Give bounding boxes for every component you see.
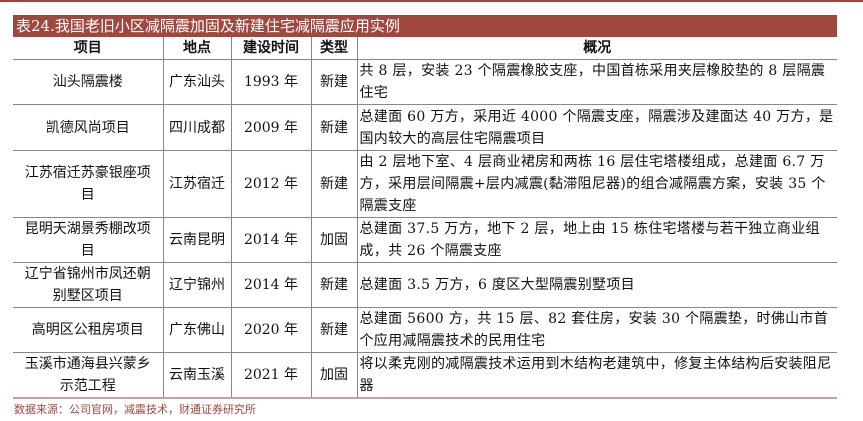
- projects-table: 项目 地点 建设时间 类型 概况 汕头隔震楼 广东汕头 1993 年新建共 8 层，…: [13, 37, 837, 399]
- table-row: 高明区公租房项目 广东佛山 2020 年新建 总建面 5600 方，共 15 层、82…: [13, 307, 837, 353]
- header-year: 建设时间: [230, 37, 312, 60]
- table-header: 项目 地点 建设时间 类型 概况: [13, 37, 837, 60]
- project-cell: 玉溪市通海县兴蒙乡示范工程: [13, 352, 164, 399]
- summary-cell: 总建面 3.5 万方，6 度区大型隔震别墅项目: [356, 262, 837, 308]
- summary-cell: 总建面 60 万方，采用近 4000 个隔震支座，隔震涉及建面达 40 万方，是…: [356, 104, 837, 151]
- type-cell: 新建: [310, 104, 358, 151]
- header-location: 地点: [162, 37, 232, 60]
- location-cell: 江苏宿迁: [162, 150, 232, 218]
- type-cell: 新建: [310, 59, 358, 105]
- summary-cell: 由 2 层地下室、4 层商业裙房和两栋 16 层住宅塔楼组成，总建面 6.7 万…: [356, 150, 837, 218]
- table-row: 江苏宿迁苏豪银座项目 江苏宿迁 2012 年新建由 2 层地下室、4 层商业裙房和两…: [13, 150, 837, 218]
- year-cell: 2014 年: [230, 262, 312, 308]
- summary-cell: 总建面 5600 方，共 15 层、82 套住房，安装 30 个隔震垫，时佛山市…: [356, 307, 837, 353]
- year-cell: 1993 年: [230, 59, 312, 105]
- type-cell: 新建: [310, 150, 358, 218]
- year-cell: 2021 年: [230, 352, 312, 399]
- project-cell: 高明区公租房项目: [13, 307, 164, 353]
- summary-cell: 共 8 层，安装 23 个隔震橡胶支座，中国首栋采用夹层橡胶垫的 8 层隔震住宅: [356, 59, 837, 105]
- location-cell: 云南玉溪: [162, 352, 232, 399]
- project-cell: 辽宁省锦州市凤还朝别墅区项目: [13, 262, 164, 308]
- location-cell: 辽宁锦州: [162, 262, 232, 308]
- table-title: 表24.我国老旧小区减隔震加固及新建住宅减隔震应用实例: [13, 15, 837, 37]
- location-cell: 广东汕头: [162, 59, 232, 105]
- type-cell: 新建: [310, 262, 358, 308]
- table-row: 凯德风尚项目 四川成都 2009 年新建 总建面 60 万方，采用近 4000 个隔震…: [13, 104, 837, 151]
- header-type: 类型: [310, 37, 358, 60]
- table-row: 昆明天湖景秀棚改项目 云南昆明 2014 年加固 总建面 37.5 万方，地下 2 层…: [13, 217, 837, 263]
- table-row: 玉溪市通海县兴蒙乡示范工程 云南玉溪 2021 年加固 将以柔克刚的减隔震技术运用到木…: [13, 352, 837, 399]
- year-cell: 2014 年: [230, 217, 312, 263]
- project-cell: 江苏宿迁苏豪银座项目: [13, 150, 164, 218]
- type-cell: 加固: [310, 217, 358, 263]
- table-row: 辽宁省锦州市凤还朝别墅区项目 辽宁锦州 2014 年新建 总建面 3.5 万方，6 度…: [13, 262, 837, 308]
- summary-cell: 总建面 37.5 万方，地下 2 层，地上由 15 栋住宅塔楼与若干独立商业组成…: [356, 217, 837, 263]
- top-rule: [0, 0, 863, 2]
- table-row: 汕头隔震楼 广东汕头 1993 年新建共 8 层，安装 23 个隔震橡胶支座，中国首…: [13, 59, 837, 105]
- header-project: 项目: [13, 37, 164, 60]
- summary-cell: 将以柔克刚的减隔震技术运用到木结构老建筑中，修复主体结构后安装阻尼器: [356, 352, 837, 399]
- year-cell: 2020 年: [230, 307, 312, 353]
- source-note: 数据来源：公司官网，减震技术，财通证券研究所: [14, 403, 256, 416]
- project-cell: 汕头隔震楼: [13, 59, 164, 105]
- type-cell: 加固: [310, 352, 358, 399]
- location-cell: 云南昆明: [162, 217, 232, 263]
- location-cell: 广东佛山: [162, 307, 232, 353]
- year-cell: 2009 年: [230, 104, 312, 151]
- year-cell: 2012 年: [230, 150, 312, 218]
- header-summary: 概况: [356, 37, 837, 60]
- project-cell: 昆明天湖景秀棚改项目: [13, 217, 164, 263]
- location-cell: 四川成都: [162, 104, 232, 151]
- type-cell: 新建: [310, 307, 358, 353]
- project-cell: 凯德风尚项目: [13, 104, 164, 151]
